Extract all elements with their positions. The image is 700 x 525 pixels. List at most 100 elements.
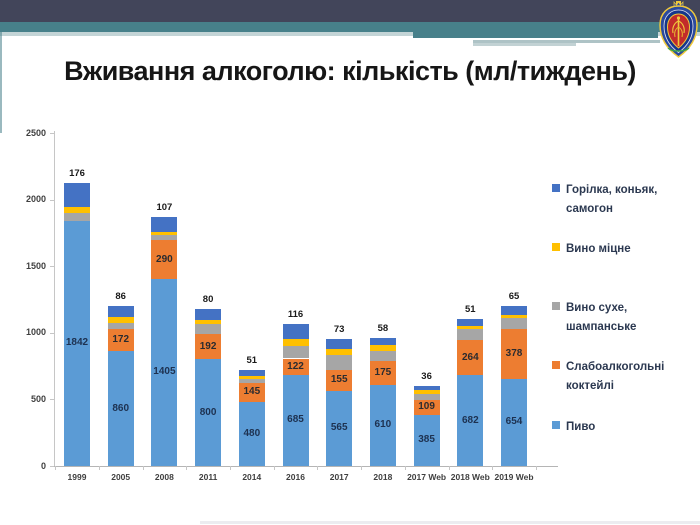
bar-segment — [326, 355, 353, 371]
slide-title: Вживання алкоголю: кількість (мл/тиждень… — [64, 56, 636, 86]
bar-segment — [457, 375, 484, 466]
x-tick-mark — [535, 466, 537, 470]
x-category-label: 2019 Web — [494, 472, 534, 482]
x-category-label: 2018 — [373, 472, 393, 482]
bar-segment — [501, 314, 527, 318]
bar-segment — [369, 361, 396, 385]
bar-top-value-label: 65 — [508, 291, 520, 303]
bar-segment — [369, 345, 396, 351]
legend-label: Пиво — [566, 421, 596, 433]
bar-segment — [282, 324, 309, 340]
segment-value-label: 175 — [374, 367, 392, 379]
bottom-divider — [200, 521, 700, 524]
x-category-label: 2017 — [329, 472, 349, 482]
bar-top-value-label: 116 — [287, 309, 304, 320]
bar-segment — [195, 309, 222, 320]
legend-label: Горілка, коньяк, самогон — [566, 184, 658, 215]
segment-value-label: 385 — [418, 434, 435, 446]
bar-segment — [413, 385, 440, 391]
legend-swatch-icon — [552, 243, 560, 251]
bar-top-value-label: 51 — [246, 354, 258, 366]
segment-value-label: 682 — [461, 414, 479, 426]
bar-segment — [282, 374, 309, 466]
y-tick-label: 1000 — [25, 327, 46, 338]
bar-segment — [238, 379, 265, 383]
bar-segment — [107, 317, 134, 323]
bar-segment — [195, 319, 222, 324]
bar-segment — [501, 328, 527, 379]
legend-label: Вино міцне — [566, 243, 631, 255]
segment-value-label: 192 — [199, 340, 217, 352]
segment-value-label: 480 — [243, 428, 261, 440]
bar-segment — [457, 318, 484, 326]
y-tick-label: 500 — [30, 393, 46, 404]
x-tick-mark — [317, 466, 319, 470]
header-navy-bar — [0, 0, 700, 22]
x-tick-mark — [404, 466, 406, 470]
medical-academy-emblem-icon — [657, 1, 700, 58]
bar-segment — [326, 390, 353, 466]
y-tick-mark — [50, 332, 54, 334]
segment-value-label: 1405 — [153, 366, 176, 378]
x-tick-mark — [273, 466, 275, 470]
x-category-label: 2014 — [242, 472, 262, 482]
bar-segment — [369, 337, 396, 346]
bar-segment — [413, 394, 440, 401]
bar-top-value-label: 86 — [115, 290, 126, 302]
bar-top-value-label: 51 — [465, 303, 476, 315]
bar-top-value-label: 176 — [69, 168, 85, 180]
x-tick-mark — [142, 466, 144, 470]
chart-legend: Горілка, коньяк, самогон Вино міцне Вино с… — [550, 110, 700, 510]
x-category-label: 2008 — [154, 472, 174, 482]
legend-label: Вино сухе, шампанське — [566, 302, 637, 333]
bar-segment — [195, 323, 222, 334]
bar-segment — [413, 414, 440, 466]
bar-top-value-label: 58 — [377, 322, 389, 334]
x-tick-mark — [186, 466, 188, 470]
bar-segment — [282, 345, 309, 359]
y-tick-mark — [50, 199, 54, 201]
bar-segment — [64, 206, 90, 214]
stacked-bar-chart: 0 500 1000 1500 2000 2500 1999 2005 2008 2011 2014… — [0, 110, 700, 510]
header-gray-line-short — [473, 43, 576, 46]
bar-segment — [238, 382, 265, 403]
bar-segment — [151, 240, 178, 279]
bar-segment — [413, 390, 440, 395]
bar-segment — [107, 328, 134, 352]
bar-segment — [457, 329, 484, 340]
bar-segment — [282, 358, 309, 375]
segment-value-label: 172 — [112, 333, 130, 345]
bar-segment — [195, 359, 222, 466]
bar-segment — [326, 348, 353, 356]
segment-value-label: 290 — [156, 253, 173, 265]
segment-value-label: 378 — [505, 347, 523, 359]
bar-segment — [457, 325, 484, 330]
bar-top-value-label: 36 — [421, 370, 432, 382]
y-axis-line — [54, 131, 55, 466]
bar-segment — [195, 333, 222, 360]
y-tick-label: 2500 — [25, 127, 46, 138]
y-tick-label: 1500 — [25, 260, 46, 271]
segment-value-label: 155 — [330, 374, 348, 386]
segment-value-label: 145 — [243, 386, 261, 398]
bar-segment — [107, 305, 134, 318]
bar-segment — [369, 350, 396, 362]
y-tick-mark — [50, 399, 54, 401]
segment-value-label: 565 — [330, 422, 348, 434]
x-tick-mark — [230, 466, 231, 470]
bar-segment — [457, 339, 484, 376]
x-category-label: 2018 Web — [450, 472, 490, 482]
x-axis-line — [54, 466, 558, 467]
segment-value-label: 109 — [418, 401, 435, 413]
header-gray-line — [473, 40, 660, 43]
segment-value-label: 860 — [112, 402, 130, 414]
bar-segment — [64, 183, 90, 207]
bar-segment — [238, 402, 265, 466]
legend-swatch-icon — [552, 184, 560, 192]
header-teal-bar — [0, 22, 700, 32]
bar-segment — [107, 322, 134, 329]
legend-swatch-icon — [552, 361, 560, 369]
x-tick-mark — [98, 466, 100, 470]
bar-segment — [413, 400, 440, 415]
